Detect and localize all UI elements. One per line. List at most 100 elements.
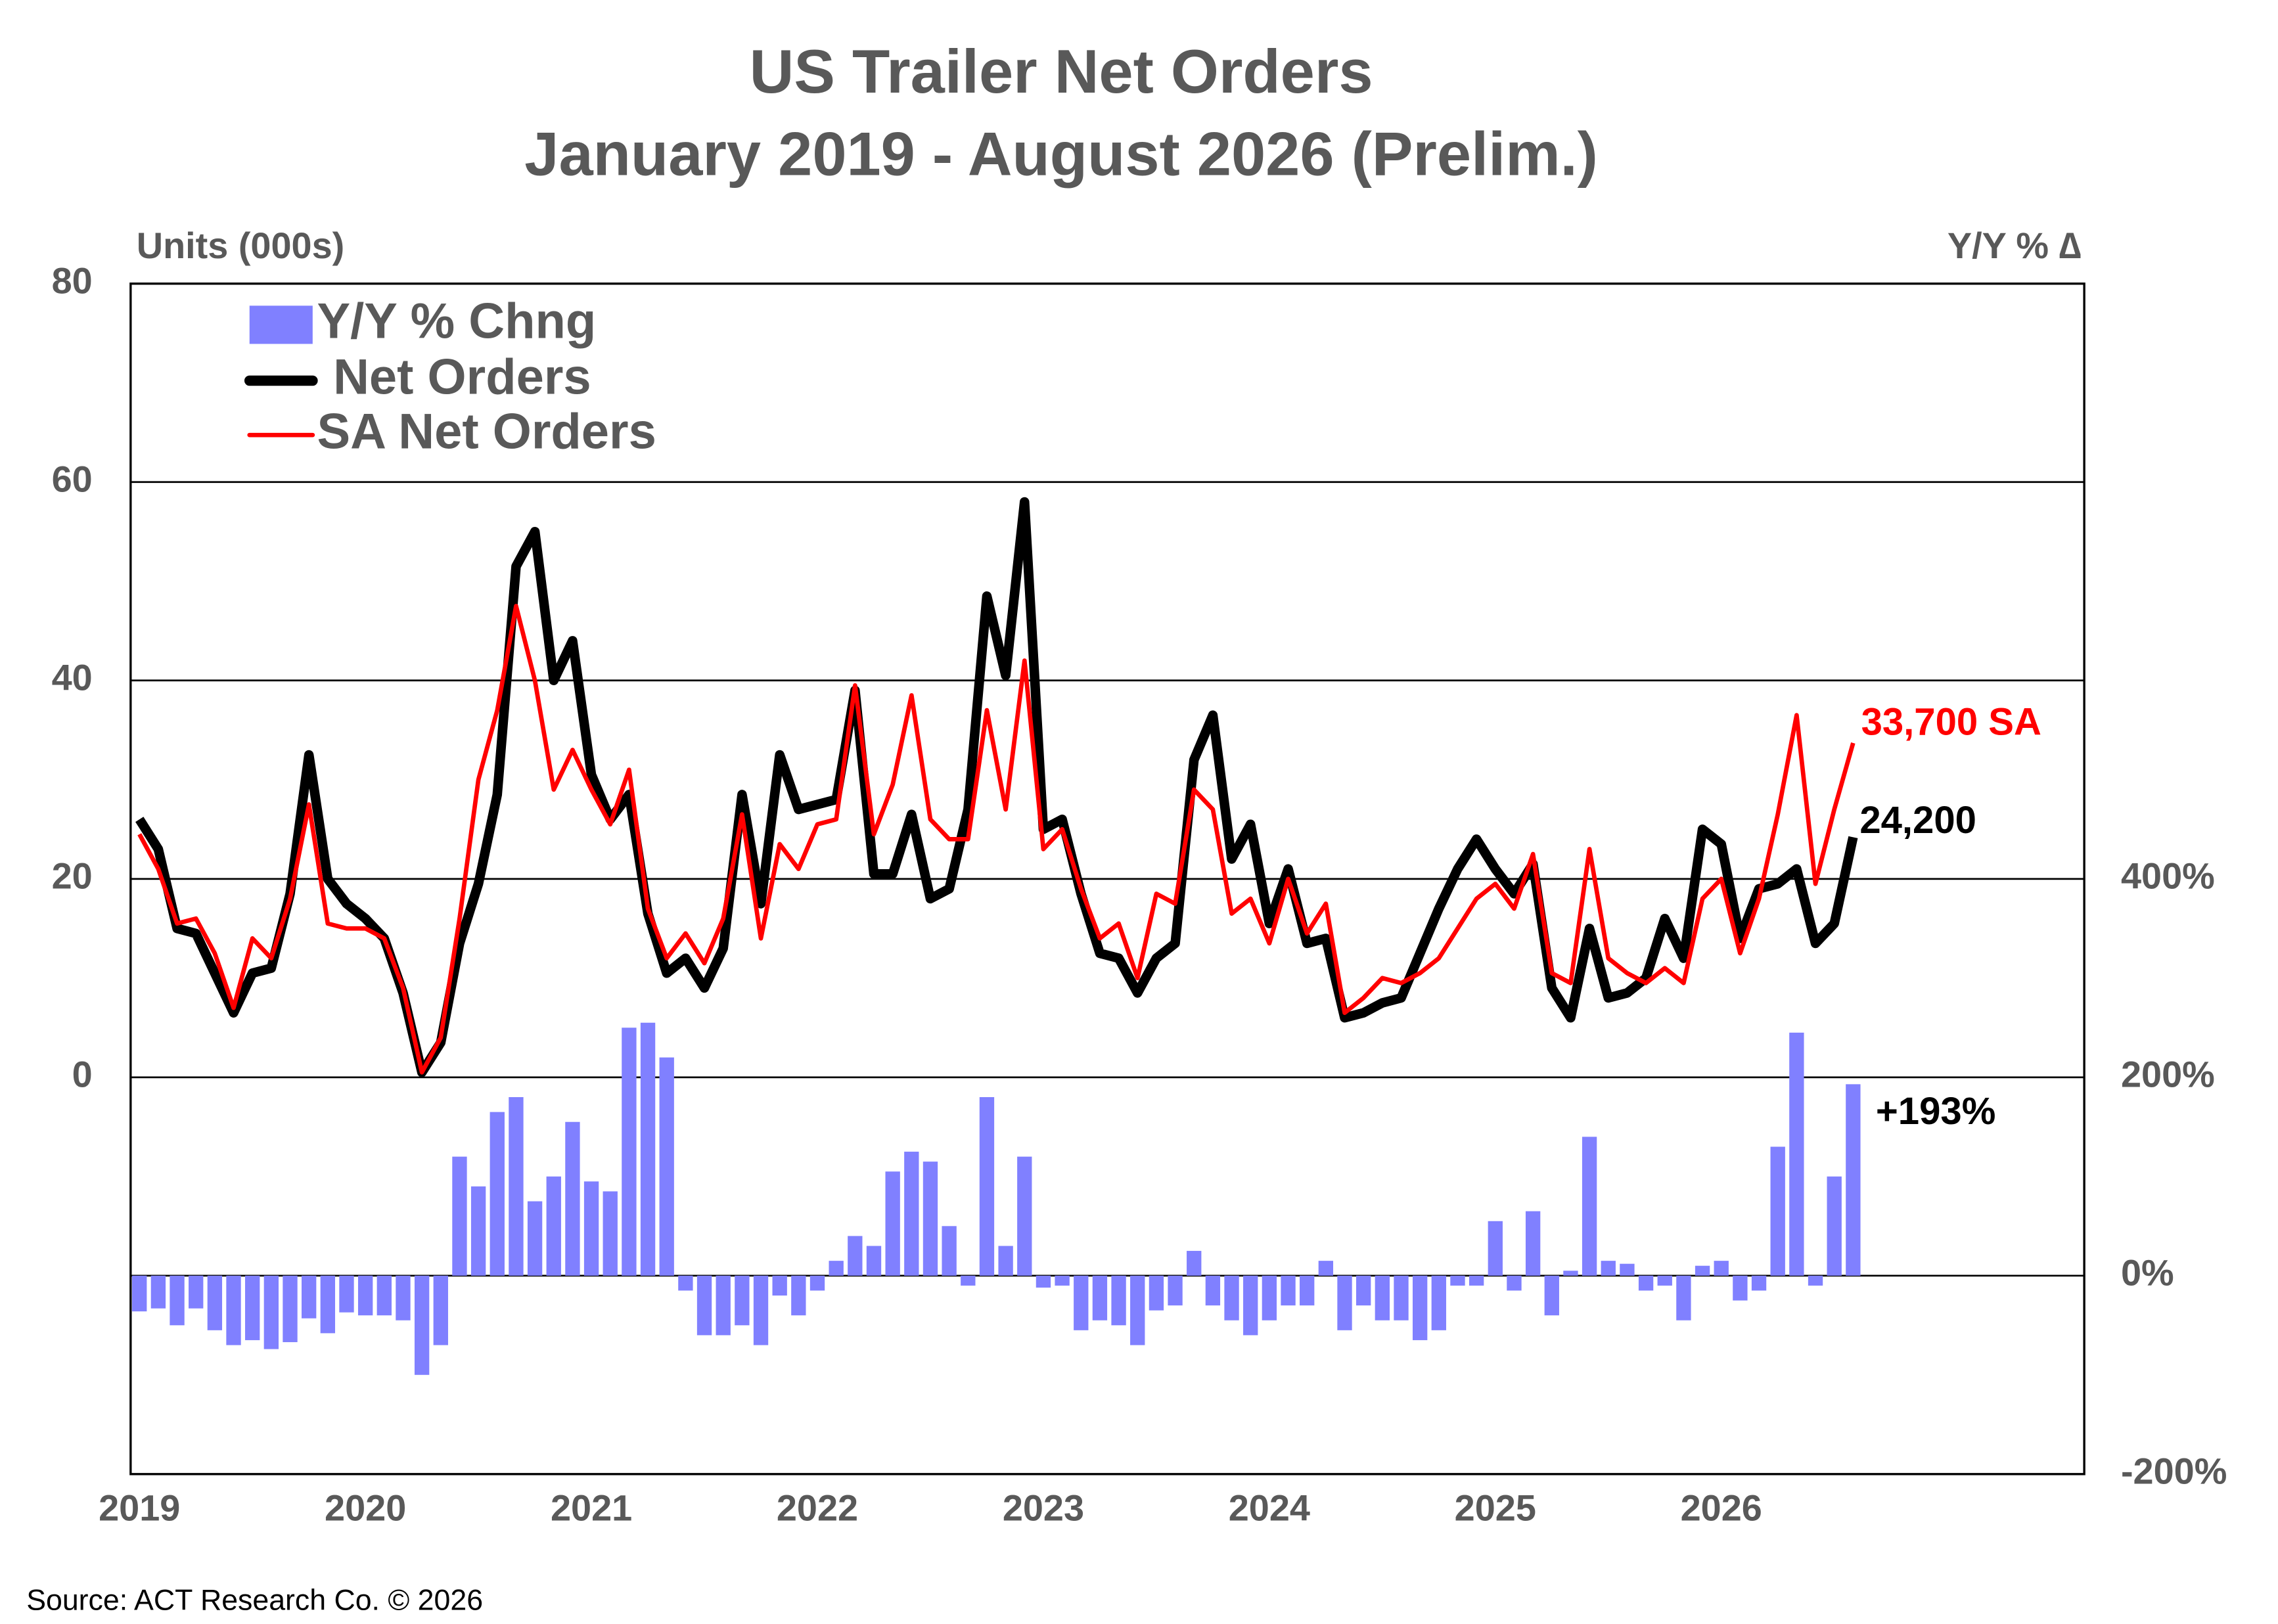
y-tick-label: 80 bbox=[52, 260, 93, 302]
y-tick-label: 20 bbox=[52, 855, 93, 897]
bar bbox=[1827, 1176, 1842, 1276]
bar bbox=[1412, 1275, 1428, 1340]
bar bbox=[1300, 1275, 1315, 1306]
bar bbox=[1262, 1275, 1277, 1320]
legend-label: SA Net Orders bbox=[317, 403, 656, 459]
annotation: 24,200 bbox=[1859, 799, 1976, 842]
bar bbox=[961, 1275, 976, 1286]
bar bbox=[866, 1246, 882, 1276]
bar bbox=[603, 1191, 618, 1276]
bar bbox=[1789, 1032, 1804, 1276]
bar bbox=[1017, 1156, 1032, 1276]
bar bbox=[1563, 1271, 1578, 1276]
legend-label: Net Orders bbox=[333, 349, 591, 405]
bar bbox=[1450, 1275, 1465, 1286]
bar bbox=[1356, 1275, 1371, 1306]
bar bbox=[357, 1275, 373, 1316]
bar bbox=[1243, 1275, 1258, 1336]
bar bbox=[772, 1275, 787, 1296]
bar bbox=[1846, 1084, 1861, 1276]
bar bbox=[189, 1275, 204, 1309]
bar bbox=[979, 1096, 995, 1276]
bar bbox=[1337, 1275, 1352, 1330]
annotation: 33,700 SA bbox=[1861, 700, 2041, 743]
bar bbox=[1111, 1275, 1126, 1326]
x-tick-label: 2023 bbox=[1003, 1487, 1084, 1528]
bar bbox=[1092, 1275, 1108, 1320]
bar bbox=[791, 1275, 806, 1316]
bar bbox=[1544, 1275, 1559, 1316]
bar bbox=[433, 1275, 448, 1345]
bar bbox=[998, 1246, 1013, 1276]
bar bbox=[263, 1275, 279, 1349]
x-tick-label: 2022 bbox=[777, 1487, 858, 1528]
bar bbox=[1168, 1275, 1183, 1306]
bar bbox=[678, 1275, 693, 1291]
bar bbox=[1676, 1275, 1691, 1320]
bar bbox=[1733, 1275, 1748, 1301]
y-axis-title: Units (000s) bbox=[137, 225, 345, 266]
bar bbox=[716, 1275, 731, 1336]
bar bbox=[659, 1057, 674, 1276]
chart-subtitle: January 2019 - August 2026 (Prelim.) bbox=[524, 119, 1598, 188]
bar bbox=[1431, 1275, 1446, 1330]
legend-label: Y/Y % Chng bbox=[317, 293, 597, 349]
bar bbox=[1469, 1275, 1484, 1286]
bar bbox=[414, 1275, 430, 1375]
bar bbox=[1055, 1275, 1070, 1286]
bar bbox=[1582, 1137, 1597, 1276]
x-tick-label: 2026 bbox=[1681, 1487, 1762, 1528]
bar bbox=[1770, 1146, 1785, 1276]
bar bbox=[207, 1275, 223, 1330]
bar bbox=[376, 1275, 392, 1316]
bar bbox=[527, 1201, 543, 1276]
bar bbox=[640, 1022, 656, 1276]
bar bbox=[1074, 1275, 1089, 1330]
bar bbox=[904, 1152, 919, 1276]
bar bbox=[339, 1275, 354, 1313]
bar bbox=[1657, 1275, 1672, 1286]
bar bbox=[490, 1112, 505, 1276]
y-tick-label: 0 bbox=[72, 1054, 93, 1095]
bar bbox=[1375, 1275, 1390, 1320]
bar bbox=[1187, 1251, 1202, 1276]
bar bbox=[1525, 1211, 1541, 1276]
bar bbox=[509, 1096, 524, 1276]
bar bbox=[1394, 1275, 1409, 1320]
bar bbox=[1714, 1261, 1729, 1276]
bar bbox=[1751, 1275, 1767, 1291]
bar bbox=[226, 1275, 241, 1345]
bar bbox=[809, 1275, 825, 1291]
x-tick-label: 2019 bbox=[99, 1487, 180, 1528]
bar bbox=[565, 1121, 580, 1276]
bar bbox=[170, 1275, 185, 1326]
bar bbox=[1638, 1275, 1654, 1291]
bar bbox=[885, 1171, 900, 1276]
x-tick-label: 2025 bbox=[1455, 1487, 1536, 1528]
bar bbox=[923, 1162, 938, 1276]
bar bbox=[283, 1275, 298, 1342]
bar bbox=[1507, 1275, 1522, 1291]
y2-tick-label: -200% bbox=[2121, 1451, 2227, 1492]
bar bbox=[942, 1226, 957, 1276]
bar bbox=[1620, 1263, 1635, 1276]
x-tick-label: 2021 bbox=[551, 1487, 632, 1528]
bar bbox=[1130, 1275, 1145, 1345]
bar bbox=[1281, 1275, 1296, 1306]
bar bbox=[1149, 1275, 1164, 1311]
bar bbox=[1036, 1275, 1051, 1288]
bar bbox=[583, 1181, 599, 1276]
y2-tick-label: 400% bbox=[2121, 855, 2215, 897]
source: Source: ACT Research Co. © 2026 bbox=[26, 1584, 483, 1616]
bar bbox=[829, 1261, 844, 1276]
bar bbox=[735, 1275, 750, 1326]
x-tick-label: 2024 bbox=[1229, 1487, 1310, 1528]
line bbox=[137, 604, 1856, 1075]
y2-tick-label: 200% bbox=[2121, 1054, 2215, 1095]
y-tick-label: 40 bbox=[52, 657, 93, 698]
bar bbox=[1695, 1265, 1710, 1276]
bar bbox=[546, 1176, 561, 1276]
